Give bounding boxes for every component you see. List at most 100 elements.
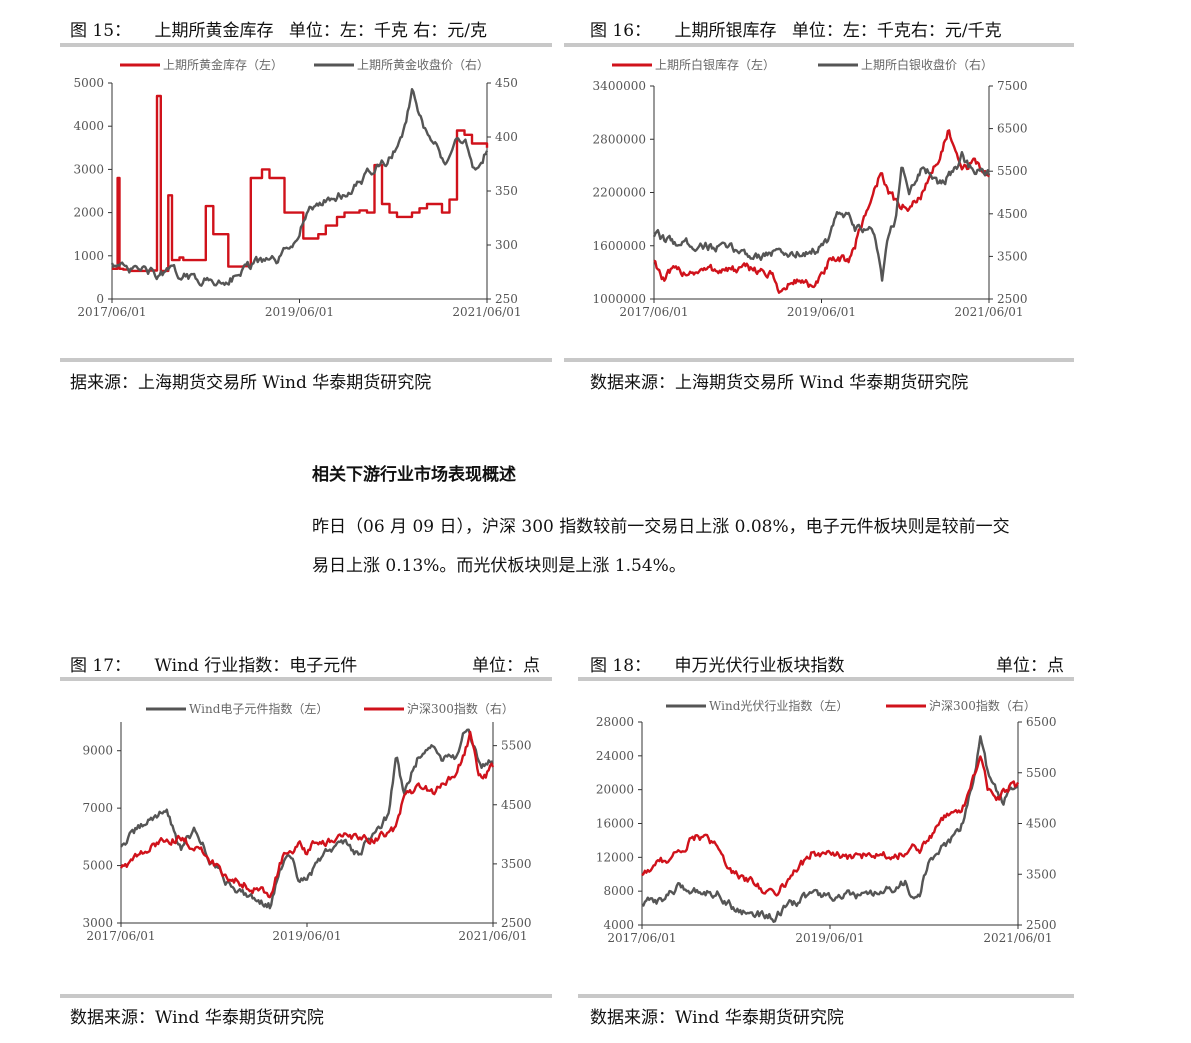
fig18-left-tick-label: 24000 [596, 749, 634, 763]
fig15-right-tick-label: 350 [495, 184, 518, 198]
fig16-source: 数据来源：上海期货交易所 Wind 华泰期货研究院 [590, 373, 969, 393]
fig18-bottom-rule [578, 994, 1074, 998]
section-paragraph-line-1: 昨日（06 月 09 日），沪深 300 指数较前一交易日上涨 0.08%，电子… [312, 517, 1010, 537]
fig18-unit: 单位：点 [996, 656, 1064, 676]
fig15-x-tick-label: 2019/06/01 [265, 305, 334, 319]
fig15-right-tick-label: 400 [495, 130, 518, 144]
fig17-right-tick-label: 5500 [501, 739, 532, 753]
fig18-legend-label-0: Wind光伏行业指数（左） [709, 698, 848, 713]
fig15-top-rule [60, 43, 552, 47]
fig17-right-tick-label: 4500 [501, 798, 532, 812]
fig16-left-tick-label: 1600000 [593, 239, 646, 253]
fig15-number: 图 15： [70, 21, 132, 41]
fig16-right-tick-label: 6500 [997, 122, 1028, 136]
fig15-legend: 上期所黄金库存（左） 上期所黄金收盘价（右） [120, 57, 489, 72]
fig16-legend: 上期所白银库存（左） 上期所白银收盘价（右） [612, 57, 993, 72]
fig18-source: 数据来源：Wind 华泰期货研究院 [590, 1008, 844, 1028]
fig15-series-1-line [110, 88, 489, 287]
fig15-right-tick-label: 300 [495, 238, 518, 252]
fig15-caption: 图 15： 上期所黄金库存 单位：左：千克 右：元/克 [70, 16, 487, 41]
fig15-left-tick-label: 1000 [73, 249, 104, 263]
fig16-series-0-line [653, 129, 991, 294]
fig17-bottom-rule [60, 994, 552, 998]
fig15-plot: 0 1000 2000 3000 4000 5000 250 300 350 400 450 2017… [73, 76, 521, 319]
fig16-right-tick-label: 2500 [997, 292, 1028, 306]
fig17-left-tick-label: 3000 [82, 916, 113, 930]
fig16-left-tick-label: 2800000 [593, 132, 646, 146]
fig18-series-0-line [641, 735, 1019, 923]
fig18-caption: 图 18： 申万光伏行业板块指数 单位：点 [590, 651, 1064, 676]
fig17-left-tick-label: 7000 [82, 801, 113, 815]
fig16-x-tick-label: 2021/06/01 [954, 305, 1023, 319]
fig15-right-tick-label: 450 [495, 76, 518, 90]
fig17-legend: Wind电子元件指数（左） 沪深300指数（右） [146, 701, 514, 716]
fig15-left-tick-label: 4000 [73, 119, 104, 133]
fig16-left-tick-label: 2200000 [593, 186, 646, 200]
fig16-right-tick-label: 7500 [997, 79, 1028, 93]
fig16-unit: 单位：左：千克右：元/千克 [791, 21, 1002, 41]
fig16-right-tick-label: 5500 [997, 164, 1028, 178]
fig16-legend-label-1: 上期所白银收盘价（右） [861, 57, 993, 72]
fig18-right-tick-label: 6500 [1026, 715, 1057, 729]
fig16-right-tick-label: 4500 [997, 207, 1028, 221]
section-heading: 相关下游行业市场表现概述 [312, 465, 516, 485]
fig15-legend-label-0: 上期所黄金库存（左） [163, 57, 283, 72]
fig17-series-1-line [119, 730, 495, 899]
fig17-caption: 图 17： Wind 行业指数：电子元件 单位：点 [70, 651, 540, 676]
fig16-bottom-rule [564, 358, 1074, 362]
fig18-number: 图 18： [590, 656, 652, 676]
fig17-x-tick-label: 2017/06/01 [86, 929, 155, 943]
fig18-title: 申万光伏行业板块指数 [674, 656, 845, 676]
fig18-left-tick-label: 28000 [596, 715, 634, 729]
fig17-number: 图 17： [70, 656, 132, 676]
fig18-top-rule [578, 677, 1074, 681]
fig15-right-tick-label: 250 [495, 292, 518, 306]
fig16-left-tick-label: 1000000 [593, 292, 646, 306]
fig15-bottom-rule [60, 358, 552, 362]
fig16-number: 图 16： [590, 21, 652, 41]
fig18-plot: 4000 8000 12000 16000 20000 24000 28000 2500 350… [596, 715, 1057, 945]
fig18-right-tick-label: 5500 [1026, 766, 1057, 780]
fig15-chart: 上期所黄金库存（左） 上期所黄金收盘价（右） 0 1000 2000 3000 4000… [73, 57, 521, 319]
fig15-title: 上期所黄金库存 [154, 21, 274, 41]
fig17-chart: Wind电子元件指数（左） 沪深300指数（右） 3000 5000 7000 900… [82, 701, 532, 943]
fig15-left-tick-label: 2000 [73, 206, 104, 220]
fig17-title: Wind 行业指数：电子元件 [154, 656, 358, 676]
fig15-legend-label-1: 上期所黄金收盘价（右） [357, 57, 489, 72]
fig15-unit: 单位：左：千克 右：元/克 [288, 21, 487, 41]
fig15-left-tick-label: 0 [96, 292, 104, 306]
fig16-plot: 1000000 1600000 2200000 2800000 3400000 2500 3… [593, 79, 1028, 319]
fig15-x-tick-label: 2017/06/01 [77, 305, 146, 319]
fig16-x-tick-label: 2019/06/01 [787, 305, 856, 319]
section-paragraph-line-2: 易日上涨 0.13%。而光伏板块则是上涨 1.54%。 [312, 556, 686, 576]
fig17-right-tick-label: 2500 [501, 916, 532, 930]
fig18-left-tick-label: 8000 [603, 884, 634, 898]
fig18-legend-label-1: 沪深300指数（右） [929, 698, 1036, 713]
fig16-left-tick-label: 3400000 [593, 79, 646, 93]
fig16-legend-label-0: 上期所白银库存（左） [655, 57, 775, 72]
fig18-x-tick-label: 2021/06/01 [983, 931, 1052, 945]
fig16-series-1-line [652, 151, 991, 282]
fig18-x-tick-label: 2017/06/01 [607, 931, 676, 945]
fig18-right-tick-label: 2500 [1026, 918, 1057, 932]
fig15-series-0-line [112, 94, 489, 273]
fig16-right-tick-label: 3500 [997, 249, 1028, 263]
fig18-left-tick-label: 16000 [596, 817, 634, 831]
fig18-series-1-line [641, 755, 1020, 897]
fig16-x-tick-label: 2017/06/01 [619, 305, 688, 319]
fig17-x-tick-label: 2019/06/01 [272, 929, 341, 943]
fig17-source: 数据来源：Wind 华泰期货研究院 [70, 1008, 324, 1028]
fig15-source: 据来源：上海期货交易所 Wind 华泰期货研究院 [70, 373, 432, 393]
fig16-chart: 上期所白银库存（左） 上期所白银收盘价（右） 1000000 1600000 220… [593, 57, 1028, 319]
fig18-right-tick-label: 4500 [1026, 817, 1057, 831]
fig15-left-tick-label: 5000 [73, 76, 104, 90]
fig17-left-tick-label: 9000 [82, 744, 113, 758]
fig17-top-rule [60, 677, 552, 681]
fig16-caption: 图 16： 上期所银库存 单位：左：千克右：元/千克 [590, 16, 1002, 41]
fig17-left-tick-label: 5000 [82, 859, 113, 873]
fig17-unit: 单位：点 [472, 656, 540, 676]
fig17-plot: 3000 5000 7000 9000 2500 3500 4500 5500 2017/06/… [82, 722, 532, 943]
fig18-left-tick-label: 4000 [603, 918, 634, 932]
fig18-chart: Wind光伏行业指数（左） 沪深300指数（右） 4000 8000 12000 16… [596, 698, 1057, 945]
fig18-x-tick-label: 2019/06/01 [795, 931, 864, 945]
